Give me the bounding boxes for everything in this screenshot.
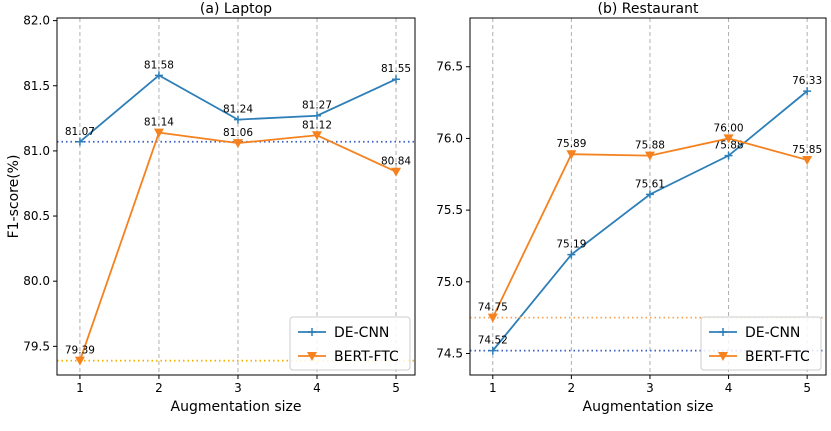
x-axis-label: Augmentation size <box>583 399 714 415</box>
x-tick-label: 4 <box>725 381 733 395</box>
x-tick-label: 3 <box>646 381 654 395</box>
data-label: 81.27 <box>302 100 332 112</box>
marker <box>392 75 401 84</box>
y-tick-label: 76.5 <box>436 60 463 74</box>
data-label: 75.88 <box>635 140 665 152</box>
marker <box>803 87 812 96</box>
marker <box>233 115 242 124</box>
marker <box>802 155 813 165</box>
panel-title: (b) Restaurant <box>598 1 699 17</box>
y-tick-label: 74.5 <box>436 346 463 360</box>
frame <box>469 17 827 376</box>
x-axis-label: Augmentation size <box>171 399 302 415</box>
y-tick-label: 79.5 <box>23 339 50 353</box>
x-tick-label: 1 <box>76 381 84 395</box>
panel-title: (a) Laptop <box>200 1 272 17</box>
x-tick-label: 2 <box>568 381 576 395</box>
marker <box>488 346 497 355</box>
marker <box>567 250 576 259</box>
legend-marker <box>718 352 728 361</box>
legend-label: BERT-FTC <box>745 349 810 365</box>
data-label: 75.19 <box>556 239 586 251</box>
data-label: 75.85 <box>792 144 822 156</box>
data-label: 81.12 <box>302 119 332 131</box>
legend-marker <box>308 328 316 336</box>
data-label: 80.84 <box>381 156 411 168</box>
legend-marker <box>307 352 317 361</box>
marker <box>723 134 734 144</box>
x-tick-label: 5 <box>803 381 811 395</box>
data-label: 76.00 <box>714 122 744 134</box>
y-tick-label: 76.0 <box>436 131 463 145</box>
y-tick-label: 81.0 <box>23 144 50 158</box>
marker <box>313 111 322 120</box>
marker <box>391 167 402 177</box>
marker <box>75 137 84 146</box>
data-label: 81.06 <box>223 127 253 139</box>
frame <box>56 17 416 376</box>
y-tick-label: 80.0 <box>23 274 50 288</box>
marker <box>74 356 85 366</box>
data-label: 81.24 <box>223 104 253 116</box>
y-tick-label: 82.0 <box>23 14 50 28</box>
marker <box>312 131 323 141</box>
data-label: 81.07 <box>65 126 95 138</box>
legend-label: DE-CNN <box>334 325 389 341</box>
marker <box>153 128 164 138</box>
legend-marker <box>719 328 727 336</box>
x-tick-label: 4 <box>313 381 321 395</box>
data-label: 81.58 <box>144 59 174 71</box>
x-tick-label: 1 <box>489 381 497 395</box>
marker <box>724 151 733 160</box>
y-tick-label: 80.5 <box>23 209 50 223</box>
x-tick-label: 5 <box>392 381 400 395</box>
legend-label: DE-CNN <box>745 325 800 341</box>
x-tick-label: 2 <box>155 381 163 395</box>
data-label: 75.89 <box>556 138 586 150</box>
marker <box>232 139 243 149</box>
data-label: 81.14 <box>144 117 174 129</box>
data-label: 75.61 <box>635 178 665 190</box>
y-axis-label: F1-score(%) <box>6 155 22 239</box>
legend-label: BERT-FTC <box>334 349 399 365</box>
marker <box>487 313 498 323</box>
data-label: 76.33 <box>792 75 822 87</box>
y-tick-label: 81.5 <box>23 79 50 93</box>
data-label: 74.52 <box>478 335 508 347</box>
data-label: 74.75 <box>478 302 508 314</box>
marker <box>645 190 654 199</box>
data-label: 81.55 <box>381 63 411 75</box>
marker <box>644 151 655 161</box>
data-label: 79.39 <box>65 345 95 357</box>
y-tick-label: 75.0 <box>436 275 463 289</box>
data-label: 75.88 <box>714 140 744 152</box>
x-tick-label: 3 <box>234 381 242 395</box>
marker <box>154 71 163 80</box>
marker <box>566 150 577 160</box>
y-tick-label: 75.5 <box>436 203 463 217</box>
